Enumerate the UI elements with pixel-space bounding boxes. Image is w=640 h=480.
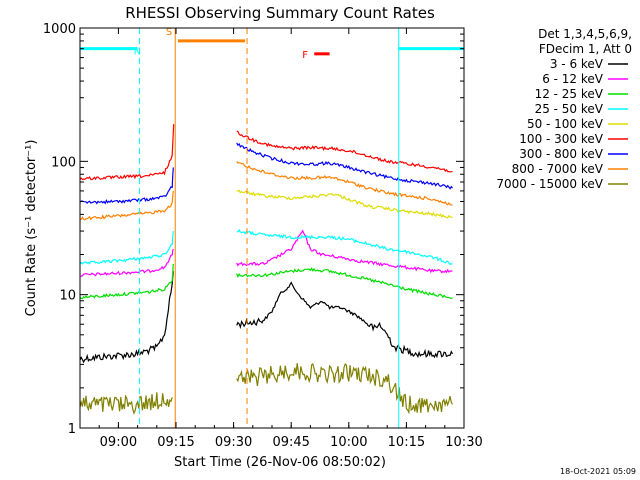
x-tick-label: 10:00: [330, 435, 367, 450]
legend-label-300-800-kev: 300 - 800 keV: [519, 147, 603, 161]
legend-label-50-100-kev: 50 - 100 keV: [527, 117, 604, 131]
series-line-800-7000-kev: [80, 161, 453, 221]
x-tick-label: 10:15: [388, 435, 425, 450]
flag-layer: N S F: [80, 27, 464, 61]
y-tick-label: 1: [68, 422, 76, 437]
legend-label-100-300-kev: 100 - 300 keV: [519, 132, 603, 146]
chart-title: RHESSI Observing Summary Count Rates: [125, 4, 435, 22]
series-layer: [80, 124, 454, 415]
x-tick-label: 09:15: [157, 435, 194, 450]
axis-layer: 09:00 09:15 09:30 09:45 10:00 10:15 10:30 1 10 10…: [43, 22, 483, 450]
legend-label-6-12-kev: 6 - 12 keV: [542, 72, 604, 86]
y-tick-label: 10: [59, 289, 76, 304]
legend-label-7000-15000-kev: 7000 - 15000 keV: [496, 177, 603, 191]
series-line-6-12-kev: [80, 229, 453, 277]
series-line-7000-15000-kev: [80, 363, 454, 415]
legend-header-line-2: FDecim 1, Att 0: [539, 42, 632, 56]
x-tick-label: 09:00: [100, 435, 137, 450]
marker-layer: [139, 28, 464, 428]
series-line-300-800-kev: [80, 142, 453, 205]
x-tick-label: 09:30: [215, 435, 252, 450]
plot-area: N S F: [80, 27, 464, 428]
legend: Det 1,3,4,5,6,9, FDecim 1, Att 0 3 - 6 k…: [496, 27, 632, 191]
series-line-12-25-kev: [80, 263, 453, 300]
legend-label-12-25-kev: 12 - 25 keV: [535, 87, 604, 101]
flag-label-s: S: [166, 27, 172, 38]
legend-label-25-50-kev: 25 - 50 keV: [535, 102, 604, 116]
series-line-50-100-kev: [236, 189, 453, 219]
series-line-100-300-kev: [80, 124, 453, 181]
x-tick-label: 10:30: [445, 435, 482, 450]
legend-label-3-6-kev: 3 - 6 keV: [550, 57, 604, 71]
y-axis-label: Count Rate (s⁻¹ detector⁻¹): [24, 140, 39, 317]
legend-header-line-1: Det 1,3,4,5,6,9,: [538, 27, 632, 41]
series-line-3-6-kev: [80, 271, 454, 364]
footer-timestamp: 18-Oct-2021 05:09: [560, 467, 636, 476]
y-tick-label: 1000: [43, 22, 76, 37]
flag-label-f: F: [302, 50, 308, 61]
legend-label-800-7000-kev: 800 - 7000 keV: [512, 162, 604, 176]
flag-label-n: N: [134, 47, 141, 58]
y-tick-label: 100: [51, 155, 76, 170]
series-line-25-50-kev: [80, 228, 453, 266]
x-axis-label: Start Time (26-Nov-06 08:50:02): [174, 455, 386, 470]
x-tick-label: 09:45: [272, 435, 309, 450]
